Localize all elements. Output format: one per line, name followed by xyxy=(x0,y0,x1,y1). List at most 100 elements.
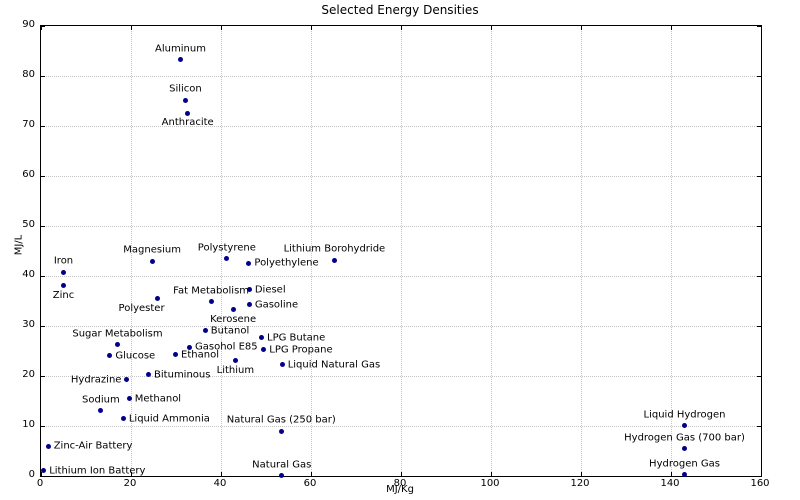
x-tick-label: 20 xyxy=(123,478,137,489)
data-point xyxy=(120,416,126,421)
data-point xyxy=(259,335,264,340)
x-tick-mark xyxy=(41,26,42,30)
data-point xyxy=(261,347,267,352)
point-label: Silicon xyxy=(169,83,202,95)
y-tick-label: 90 xyxy=(22,19,35,30)
data-point xyxy=(146,372,152,377)
gridline-y-30 xyxy=(41,326,761,327)
point-label: Sodium xyxy=(82,394,120,405)
point-label: Natural Gas xyxy=(252,459,312,470)
point-label: Butanol xyxy=(210,324,250,336)
gridline-x-20 xyxy=(131,26,132,476)
point-label: Polystyrene xyxy=(197,242,256,253)
point-label: LPG Propane xyxy=(269,343,333,355)
x-tick-label: 60 xyxy=(303,478,317,489)
gridline-x-80 xyxy=(401,26,402,476)
data-point xyxy=(246,260,252,266)
x-tick-mark xyxy=(491,472,492,476)
y-tick-label: 60 xyxy=(22,169,35,180)
y-tick-mark xyxy=(757,326,761,327)
point-label: Ethanol xyxy=(181,348,219,360)
x-tick-mark xyxy=(41,472,42,476)
x-tick-mark xyxy=(401,26,402,30)
point-label: LPG Butane xyxy=(267,331,326,343)
data-point xyxy=(279,473,285,478)
point-label: Polyester xyxy=(118,302,165,314)
point-label: Lithium Ion Battery xyxy=(49,464,146,476)
y-tick-mark xyxy=(757,226,761,227)
point-label: Fat Metabolism xyxy=(173,285,250,296)
gridline-y-60 xyxy=(41,176,761,177)
y-tick-mark xyxy=(41,476,45,477)
gridline-x-120 xyxy=(581,26,582,476)
x-tick-mark xyxy=(671,472,672,476)
x-tick-mark xyxy=(131,26,132,30)
data-point xyxy=(41,468,47,473)
gridline-x-60 xyxy=(311,26,312,476)
y-tick-mark xyxy=(41,276,45,277)
data-point xyxy=(98,408,104,413)
data-point xyxy=(185,110,191,116)
data-point xyxy=(278,428,284,434)
data-point xyxy=(61,269,66,275)
x-tick-mark xyxy=(401,472,402,476)
point-label: Anthracite xyxy=(161,117,214,128)
y-tick-mark xyxy=(41,226,45,227)
point-label: Bituminous xyxy=(154,368,211,380)
data-point xyxy=(149,258,155,264)
data-point xyxy=(230,307,236,312)
gridline-y-50 xyxy=(41,226,761,227)
y-tick-mark xyxy=(41,426,45,427)
data-point xyxy=(279,362,285,367)
x-tick-mark xyxy=(581,26,582,30)
x-tick-mark xyxy=(761,26,762,30)
data-point xyxy=(202,328,208,333)
y-tick-label: 20 xyxy=(22,369,35,380)
x-tick-mark xyxy=(311,472,312,476)
y-tick-mark xyxy=(41,326,45,327)
point-label: Gasohol E85 xyxy=(195,341,258,353)
point-label: Kerosene xyxy=(210,313,257,325)
point-label: Aluminum xyxy=(155,43,206,54)
point-label: Liquid Ammonia xyxy=(128,412,210,424)
data-point xyxy=(246,287,252,292)
data-point xyxy=(61,283,66,288)
data-point xyxy=(682,472,687,477)
x-tick-mark xyxy=(131,472,132,476)
data-point xyxy=(224,256,230,261)
gridline-x-100 xyxy=(491,26,492,476)
y-tick-mark xyxy=(757,476,761,477)
point-label: Zinc-Air Battery xyxy=(53,440,133,452)
point-label: Hydrogen Gas xyxy=(649,458,720,469)
y-tick-mark xyxy=(41,26,45,27)
data-point xyxy=(107,353,113,358)
x-tick-mark xyxy=(221,26,222,30)
point-label: Zinc xyxy=(52,289,75,301)
data-point xyxy=(187,344,192,350)
point-label: Natural Gas (250 bar) xyxy=(226,414,336,426)
y-tick-mark xyxy=(757,276,761,277)
x-tick-mark xyxy=(761,472,762,476)
x-tick-label: 100 xyxy=(480,478,500,489)
y-tick-label: 80 xyxy=(22,69,35,80)
data-point xyxy=(126,396,132,401)
gridline-y-20 xyxy=(41,376,761,377)
y-axis-label: MJ/L xyxy=(13,234,25,256)
point-label: Hydrogen Gas (700 bar) xyxy=(624,432,745,443)
x-tick-label: 0 xyxy=(36,478,44,489)
plot-area: Aluminum Silicon Anthracite Magnesium Polyst… xyxy=(40,25,762,478)
chart-title: Selected Energy Densities xyxy=(321,3,479,17)
point-label: Glucose xyxy=(115,349,156,361)
x-tick-label: 120 xyxy=(570,478,590,489)
x-tick-mark xyxy=(221,472,222,476)
data-point xyxy=(232,358,238,363)
data-point xyxy=(155,296,161,301)
point-label: Liquid Hydrogen xyxy=(643,409,726,420)
y-tick-mark xyxy=(757,26,761,27)
data-point xyxy=(45,443,51,449)
x-tick-mark xyxy=(311,26,312,30)
point-label: Sugar Metabolism xyxy=(72,328,163,339)
y-tick-label: 50 xyxy=(22,219,35,230)
data-point xyxy=(115,342,120,347)
